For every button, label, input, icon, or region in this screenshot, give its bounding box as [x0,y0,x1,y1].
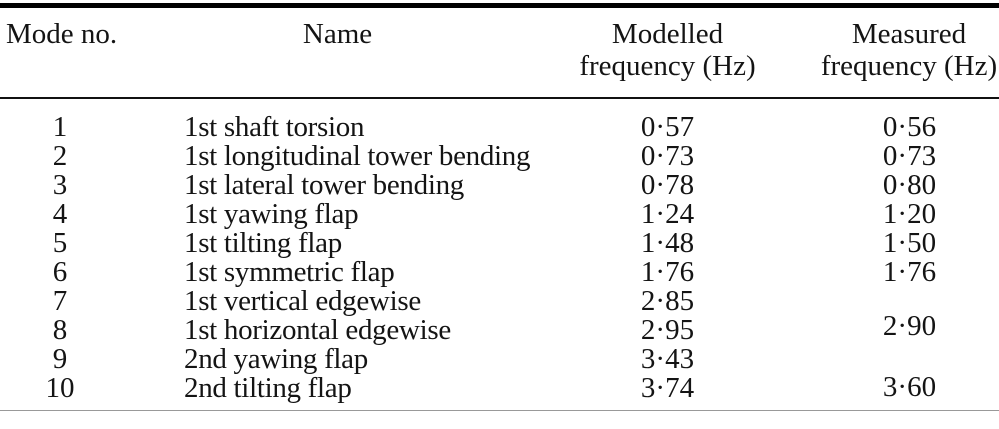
col-header-modelled-frequency: Modelled frequency (Hz) [555,5,780,99]
mode-cell: 6 [52,256,68,288]
measured-cell: 1·20 [882,198,937,230]
measured-cell: 0·80 [882,169,937,201]
table-row-mode-1: 1 1st shaft torsion 0·57 0·56 [0,98,999,142]
col-header-measured-frequency: Measured frequency (Hz) [780,5,999,99]
table-row-mode-6: 6 1st symmetric flap 1·76 1·76 [0,258,999,287]
measured-cell: 1·76 [882,256,937,288]
table-header: Mode no. Name Modelled frequency (Hz) Me… [0,5,999,99]
name-cell: 1st horizontal edgewise [184,314,451,346]
name-cell: 1st yawing flap [184,198,359,230]
modelled-cell: 2·95 [640,314,695,346]
modelled-header-line2: frequency (Hz) [579,50,756,82]
modelled-cell: 1·24 [640,198,695,230]
col-header-name: Name [120,5,555,99]
modelled-cell: 0·57 [640,111,695,143]
modelled-cell: 3·74 [640,372,695,404]
header-row: Mode no. Name Modelled frequency (Hz) Me… [0,5,999,99]
name-cell: 1st tilting flap [184,227,342,259]
measured-cell: 1·50 [882,227,937,259]
measured-cell: 0·56 [882,111,937,143]
measured-cell-merged-9-10: 3·60 [882,371,937,403]
table-row-mode-9: 9 2nd yawing flap 3·43 3·60 [0,343,999,402]
modal-frequencies-table: Mode no. Name Modelled frequency (Hz) Me… [0,3,999,411]
mode-cell: 7 [52,285,68,317]
modelled-header-line1: Modelled [611,18,724,50]
table-row-mode-2: 2 1st longitudinal tower bending 0·73 0·… [0,142,999,171]
name-cell: 1st longitudinal tower bending [184,140,531,172]
mode-cell: 5 [52,227,68,259]
mode-cell: 2 [52,140,68,172]
mode-cell: 9 [52,343,68,375]
paper-table-figure: Mode no. Name Modelled frequency (Hz) Me… [0,3,999,411]
measured-header-line2: frequency (Hz) [820,50,998,82]
measured-cell-merged-7-8: 2·90 [882,309,937,342]
table-row-mode-7: 7 1st vertical edgewise 2·85 2·90 [0,285,999,341]
name-cell: 1st symmetric flap [184,256,395,288]
mode-cell: 4 [52,198,68,230]
mode-cell: 3 [52,169,68,201]
measured-cell: 0·73 [882,140,937,172]
name-cell: 2nd yawing flap [184,343,368,375]
modelled-cell: 0·78 [640,169,695,201]
measured-header-line1: Measured [851,18,967,50]
name-cell: 2nd tilting flap [184,372,352,404]
modelled-cell: 3·43 [640,343,695,375]
modelled-cell: 2·85 [640,285,695,317]
table-row-mode-10: 10 2nd tilting flap 3·74 [0,374,999,411]
name-cell: 1st shaft torsion [184,111,365,143]
modelled-cell: 1·48 [640,227,695,259]
mode-cell: 8 [52,314,68,346]
modelled-cell: 1·76 [640,256,695,288]
mode-cell: 10 [45,372,75,404]
table-row-mode-4: 4 1st yawing flap 1·24 1·20 [0,200,999,229]
mode-cell: 1 [52,111,68,143]
col-header-mode-no: Mode no. [0,5,120,99]
table-row-mode-8: 8 1st horizontal edgewise 2·95 [0,316,999,345]
table-row-mode-5: 5 1st tilting flap 1·48 1·50 [0,229,999,258]
table-body: 1 1st shaft torsion 0·57 0·56 2 1st long… [0,98,999,411]
modelled-cell: 0·73 [640,140,695,172]
table-row-mode-3: 3 1st lateral tower bending 0·78 0·80 [0,171,999,200]
name-cell: 1st vertical edgewise [184,285,421,317]
name-cell: 1st lateral tower bending [184,169,464,201]
